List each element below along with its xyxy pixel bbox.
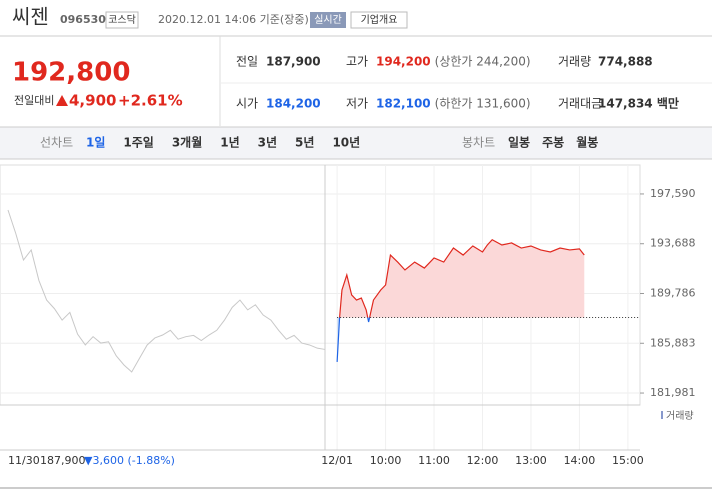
info-note: (상한가 244,200) xyxy=(435,55,531,69)
tab-bar xyxy=(0,127,712,159)
x-tick-label: 11:00 xyxy=(418,454,450,467)
footer-close: 187,900 xyxy=(40,454,86,467)
legend-swatch xyxy=(661,411,663,419)
tab[interactable]: 10년 xyxy=(332,136,360,150)
x-tick-label: 12:00 xyxy=(467,454,499,467)
rate: +2.61% xyxy=(118,92,183,110)
time: 2020.12.01 14:06 기준(장중) xyxy=(158,13,309,26)
volume-label: 거래량 xyxy=(666,410,694,422)
tab[interactable]: 일봉 xyxy=(508,136,530,150)
realtime-button[interactable] xyxy=(310,12,346,28)
info-label: 고가 xyxy=(346,55,368,69)
info-value: 182,100 xyxy=(376,97,431,111)
overview[interactable]: 기업개요 xyxy=(361,13,398,26)
x-tick-label: 10:00 xyxy=(370,454,402,467)
info-note: (하한가 131,600) xyxy=(435,97,531,111)
tab[interactable]: 5년 xyxy=(295,136,314,150)
x-tick-label: 11/30 xyxy=(8,454,40,467)
y-tick-label: 185,883 xyxy=(650,336,696,349)
info-value: 187,900 xyxy=(266,55,321,69)
y-tick-label: 193,688 xyxy=(650,237,696,250)
realtime[interactable]: 실시간 xyxy=(314,14,342,26)
tab[interactable]: 월봉 xyxy=(576,135,598,150)
tab[interactable]: 1주일 xyxy=(123,136,153,150)
price: 192,800 xyxy=(12,58,130,88)
change-label: 전일대비 xyxy=(14,93,54,107)
price-line xyxy=(336,238,585,362)
y-tick-label: 197,590 xyxy=(650,187,696,200)
x-tick-label: 14:00 xyxy=(564,454,596,467)
header: 씨젠 096530 코스닥 2020.12.01 14:06 기준(장중) 실시… xyxy=(0,5,712,160)
info-label: 거래량 xyxy=(558,55,591,69)
up-arrow xyxy=(56,95,68,106)
prev-line xyxy=(7,209,326,373)
tab-label: 선차트 xyxy=(40,136,73,150)
x-tick-label: 13:00 xyxy=(515,454,547,467)
info-label: 전일 xyxy=(236,55,258,69)
y-tick-label: 181,981 xyxy=(650,386,696,399)
info-value: 774,888 xyxy=(598,55,653,69)
info-value: 194,200 xyxy=(376,55,431,69)
tab[interactable]: 3개월 xyxy=(172,135,202,150)
x-tick-label: 12/01 xyxy=(321,454,353,467)
overview-button[interactable] xyxy=(350,11,408,29)
tab[interactable]: 3년 xyxy=(258,136,277,150)
tab-label: 봉차트 xyxy=(462,136,495,150)
info-label: 거래대금 xyxy=(558,97,602,111)
info-value: 147,834 백만 xyxy=(598,96,679,111)
market: 코스닥 xyxy=(108,14,136,26)
info-value: 184,200 xyxy=(266,97,321,111)
x-tick-label: 15:00 xyxy=(612,454,644,467)
tab[interactable]: 1일 xyxy=(86,136,105,150)
info-label: 저가 xyxy=(346,97,368,111)
change: 4,900 xyxy=(69,92,116,110)
tab[interactable]: 주봉 xyxy=(542,136,564,150)
stock-name: 씨젠 xyxy=(12,5,49,29)
tab[interactable]: 1년 xyxy=(220,136,239,150)
area xyxy=(337,239,585,362)
info-label: 시가 xyxy=(236,97,258,111)
y-tick-label: 189,786 xyxy=(650,286,696,299)
footer-change: ▼3,600 (-1.88%) xyxy=(84,454,175,467)
badge xyxy=(105,11,139,29)
stock-code: 096530 xyxy=(60,13,106,26)
